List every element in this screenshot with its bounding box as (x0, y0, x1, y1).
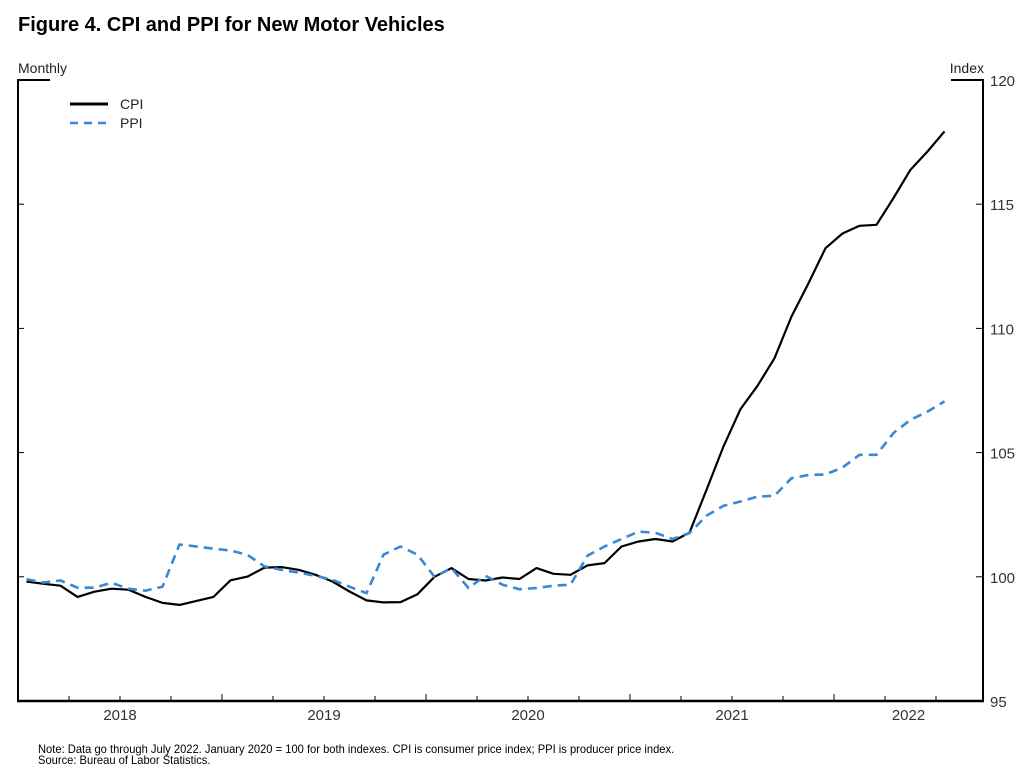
y-tick-label: 95 (990, 694, 1007, 711)
legend: CPI PPI (70, 96, 143, 131)
x-tick-label: 2022 (892, 707, 925, 724)
legend-cpi-label: CPI (120, 96, 143, 112)
x-tick-label: 2019 (307, 707, 340, 724)
y-tick-label: 105 (990, 446, 1015, 463)
x-tick-label: 2018 (103, 707, 136, 724)
tick-group: 95 100 105 110 115 120 2018 2019 2020 2021 2022 (18, 73, 1015, 724)
x-tick-label: 2021 (715, 707, 748, 724)
series-line-cpi (26, 130, 946, 607)
y-tick-label: 100 (990, 570, 1015, 587)
note-text: Note: Data go through July 2022. January… (38, 742, 675, 756)
source-text: Source: Bureau of Labor Statistics. (38, 753, 211, 767)
axes (17, 79, 984, 703)
x-tick-label: 2020 (511, 707, 544, 724)
y-unit-label: Index (950, 60, 984, 76)
y-tick-label: 115 (990, 197, 1014, 214)
y-tick-label: 110 (990, 321, 1014, 338)
chart-note: Note: Data go through July 2022. January… (38, 742, 675, 767)
y-tick-label: 120 (990, 73, 1015, 90)
chart-title: Figure 4. CPI and PPI for New Motor Vehi… (18, 14, 445, 36)
series-group (26, 130, 946, 607)
legend-ppi-label: PPI (120, 115, 143, 131)
frequency-label: Monthly (18, 60, 67, 76)
series-line-ppi (26, 400, 946, 595)
